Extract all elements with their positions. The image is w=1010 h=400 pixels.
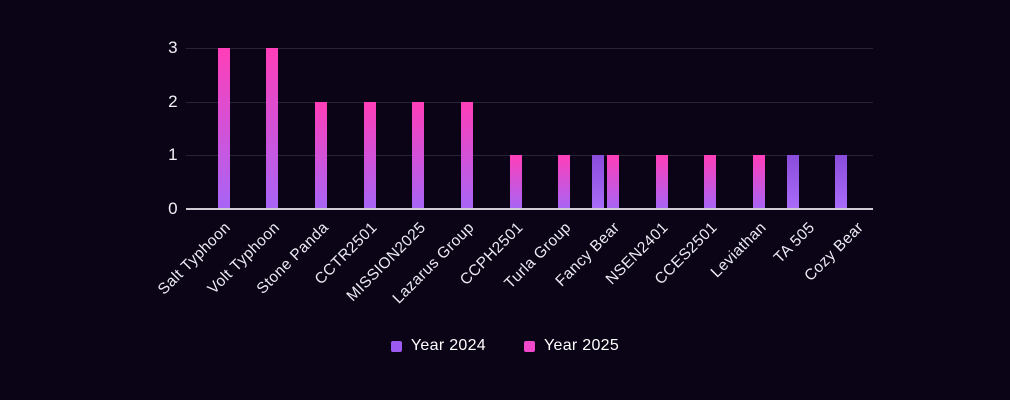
bar bbox=[558, 155, 571, 209]
legend-item[interactable]: Year 2025 bbox=[524, 337, 619, 355]
x-axis-labels: Salt Typhoon Volt Typhoon Stone Panda CCTR2… bbox=[155, 216, 873, 326]
bar bbox=[591, 155, 604, 209]
category-slot bbox=[678, 48, 727, 209]
category-slot bbox=[289, 48, 338, 209]
x-category-label: TA 505 bbox=[770, 219, 819, 267]
category-slot bbox=[630, 48, 679, 209]
bar bbox=[217, 48, 230, 209]
category-slot bbox=[581, 48, 630, 209]
bar bbox=[752, 155, 765, 209]
category-slot bbox=[387, 48, 436, 209]
category-slot bbox=[776, 48, 825, 209]
category-slot bbox=[338, 48, 387, 209]
bar bbox=[655, 155, 668, 209]
bars-row bbox=[192, 48, 873, 209]
legend-marker-icon bbox=[390, 340, 402, 352]
bar bbox=[412, 101, 425, 209]
category-slot bbox=[824, 48, 873, 209]
bar bbox=[606, 155, 619, 209]
gridline bbox=[186, 155, 873, 157]
y-tick-label: 2 bbox=[168, 91, 178, 111]
bar bbox=[835, 155, 848, 209]
legend-label: Year 2025 bbox=[544, 337, 620, 354]
legend-label: Year 2024 bbox=[410, 337, 486, 354]
bar bbox=[509, 155, 522, 209]
bar bbox=[266, 48, 279, 209]
y-tick-label: 0 bbox=[168, 199, 178, 218]
category-slot bbox=[727, 48, 776, 209]
bar bbox=[786, 155, 799, 209]
bar bbox=[461, 101, 474, 209]
y-tick-label: 3 bbox=[168, 38, 178, 57]
y-tick-label: 1 bbox=[168, 145, 178, 165]
category-slot bbox=[484, 48, 533, 209]
gridline bbox=[186, 101, 873, 103]
bar bbox=[315, 101, 328, 209]
category-slot bbox=[532, 48, 581, 209]
category-slot bbox=[192, 48, 241, 209]
category-slot bbox=[241, 48, 290, 209]
legend: Year 2024 Year 2025 bbox=[0, 337, 1010, 355]
legend-marker-icon bbox=[524, 340, 535, 352]
gridline bbox=[186, 48, 873, 49]
bar bbox=[704, 155, 717, 209]
bar bbox=[363, 101, 376, 209]
legend-item[interactable]: Year 2024 bbox=[390, 337, 486, 355]
x-axis-line bbox=[186, 208, 873, 210]
category-slot bbox=[435, 48, 484, 209]
plot-area bbox=[186, 48, 873, 210]
